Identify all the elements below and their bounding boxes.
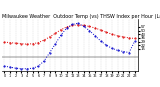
Text: Milwaukee Weather  Outdoor Temp (vs) THSW Index per Hour (Last 24 Hours): Milwaukee Weather Outdoor Temp (vs) THSW…	[2, 14, 160, 19]
